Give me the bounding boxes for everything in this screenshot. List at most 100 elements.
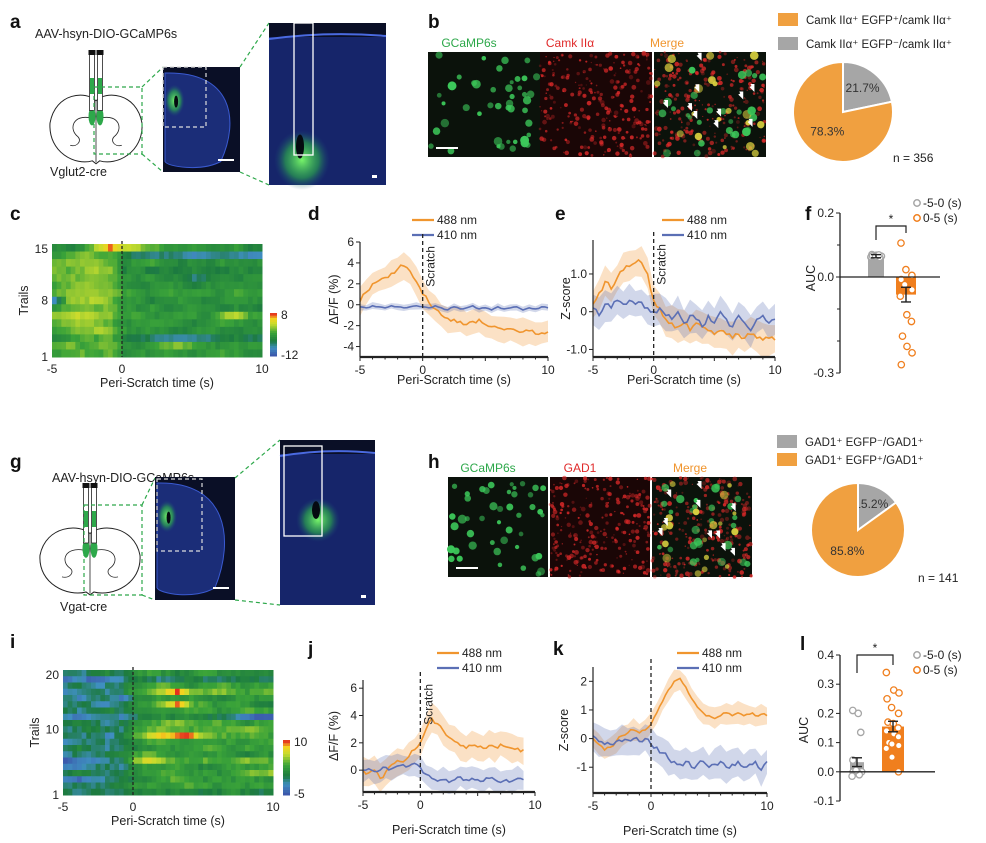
red-signal xyxy=(566,68,569,71)
heatmap-cell xyxy=(66,349,72,358)
heatmap-cell xyxy=(165,726,171,733)
heatmap-cell xyxy=(91,738,97,746)
heatmap-cell xyxy=(136,274,142,283)
heatmap-cell xyxy=(235,738,241,746)
green-cell xyxy=(694,570,702,577)
red-signal xyxy=(640,504,644,507)
arrow-icon xyxy=(694,84,700,93)
heatmap-cell xyxy=(109,688,115,696)
heatmap-cell xyxy=(133,763,139,771)
red-signal xyxy=(665,84,668,87)
heatmap-cell xyxy=(178,334,184,343)
heatmap-cell xyxy=(245,695,251,702)
heatmap-cell xyxy=(91,713,97,721)
heatmap-cell xyxy=(108,296,114,305)
colorbar-segment xyxy=(270,349,277,353)
heatmap-cell xyxy=(168,334,174,343)
heatmap-cell xyxy=(263,701,269,708)
heatmap-cell xyxy=(98,259,104,268)
heatmap-cell xyxy=(105,670,111,677)
heatmap-cell xyxy=(131,326,137,335)
heatmap-cell xyxy=(226,788,232,796)
heatmap-cell xyxy=(240,788,246,796)
heatmap-cell xyxy=(98,251,104,260)
red-signal xyxy=(573,482,576,485)
colorbar-segment xyxy=(270,332,277,335)
red-signal xyxy=(745,77,747,79)
heatmap-cell xyxy=(234,296,240,305)
ventricle-curve xyxy=(61,549,85,578)
green-cell xyxy=(745,141,755,151)
colorbar-segment xyxy=(270,345,277,348)
red-signal xyxy=(680,121,683,124)
red-signal xyxy=(705,477,710,483)
red-signal xyxy=(674,574,677,577)
heatmap-cell xyxy=(56,326,62,335)
heatmap-cell xyxy=(95,720,101,727)
heatmap-cell xyxy=(66,266,72,275)
heatmap-cell xyxy=(61,251,67,260)
heatmap-cell xyxy=(217,763,223,771)
legend-label: Camk IIα⁺ EGFP⁺/camk IIα⁺ xyxy=(806,15,952,27)
green-cell xyxy=(757,120,765,129)
red-signal xyxy=(726,526,730,530)
heatmap-cell xyxy=(203,757,209,765)
green-cell xyxy=(693,149,701,157)
significance-star: * xyxy=(873,641,878,655)
heatmap-cell xyxy=(98,296,104,305)
heatmap-cell xyxy=(122,334,128,343)
heatmap-cell xyxy=(221,732,227,740)
heatmap-cell xyxy=(248,289,254,298)
heatmap-cell xyxy=(119,751,125,758)
heatmap-cell xyxy=(63,770,69,777)
heatmap-cell xyxy=(112,304,118,313)
heatmap-cell xyxy=(210,319,216,328)
red-signal xyxy=(633,564,638,569)
heatmap-cell xyxy=(133,726,139,733)
heatmap-cell xyxy=(133,670,139,677)
red-signal xyxy=(543,109,548,114)
red-signal xyxy=(645,144,650,149)
x-axis-label: Peri-Scratch time (s) xyxy=(397,373,511,387)
green-cell xyxy=(521,91,528,98)
heatmap-cell xyxy=(243,311,249,320)
trace-488-nm xyxy=(592,677,768,752)
heatmap-cell xyxy=(229,304,235,313)
heatmap-cell xyxy=(112,319,118,328)
red-signal xyxy=(550,114,555,119)
red-signal xyxy=(647,96,651,99)
heatmap-cell xyxy=(198,763,204,771)
heatmap-cell xyxy=(56,349,62,358)
red-signal xyxy=(648,72,652,75)
heatmap-cell xyxy=(215,334,221,343)
heatmap-cell xyxy=(136,311,142,320)
heatmap-cell xyxy=(123,688,129,696)
red-signal xyxy=(714,132,716,135)
heatmap-cell xyxy=(235,670,241,677)
data-point xyxy=(897,360,906,369)
heatmap-cell xyxy=(179,695,185,702)
heatmap-cell xyxy=(268,782,274,790)
heatmap-cell xyxy=(193,776,199,783)
heatmap-cell xyxy=(210,251,216,260)
heatmap-cell xyxy=(67,676,73,683)
heatmap-cell xyxy=(61,244,67,253)
red-signal xyxy=(670,94,674,98)
y-tick-label: 0 xyxy=(347,298,354,312)
green-cell xyxy=(432,127,441,135)
heatmap-cell xyxy=(137,720,143,727)
heatmap-cell xyxy=(170,763,176,771)
heatmap-cell xyxy=(128,695,134,702)
heatmap-cell xyxy=(175,695,181,702)
data-point xyxy=(897,239,905,247)
heatmap-cell xyxy=(249,732,255,740)
red-signal xyxy=(711,70,716,75)
red-signal xyxy=(647,515,650,519)
red-signal xyxy=(694,70,699,75)
data-point xyxy=(849,756,857,764)
heatmap-cell xyxy=(175,751,181,758)
heatmap-cell xyxy=(229,281,235,290)
heatmap-cell xyxy=(212,713,218,721)
zoom-connector xyxy=(141,477,156,506)
colorbar-segment xyxy=(283,753,290,757)
